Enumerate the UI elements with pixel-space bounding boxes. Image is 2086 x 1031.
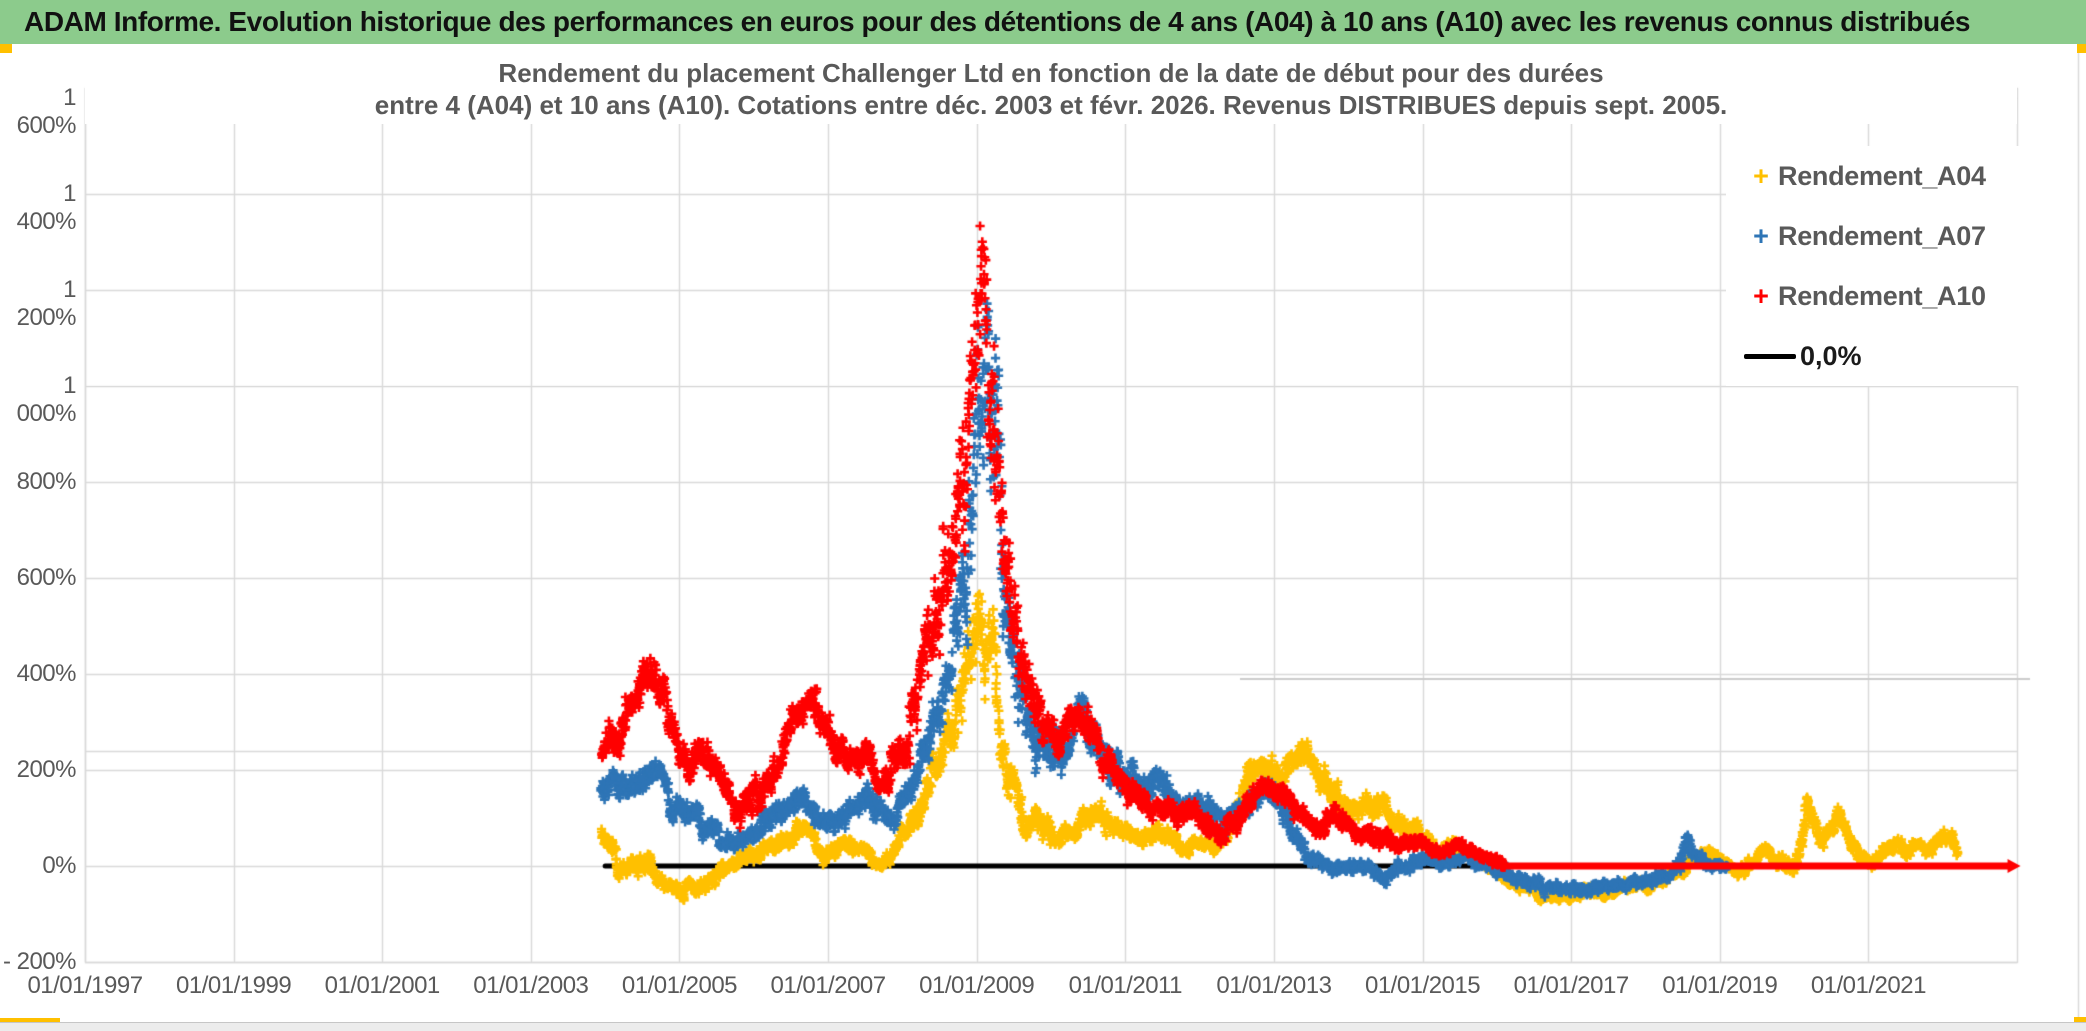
y-axis-tick-label: 600%	[16, 564, 77, 591]
legend-item-zero-line[interactable]: 0,0%	[1726, 326, 2056, 386]
plus-marker-icon: +	[1753, 220, 1769, 251]
chart-title-line2: entre 4 (A04) et 10 ans (A10). Cotations…	[374, 90, 1728, 120]
legend-item-rendement-a10[interactable]: + Rendement_A10	[1726, 266, 2056, 326]
y-axis-tick-label: 1 400%	[16, 180, 77, 235]
x-axis-tick-label: 01/01/1999	[176, 972, 292, 999]
y-axis-tick-label: 1 200%	[16, 276, 77, 331]
x-axis-tick-label: 01/01/1997	[27, 972, 143, 999]
x-axis-tick-label: 01/01/2013	[1216, 972, 1332, 999]
x-axis-tick-label: 01/01/2011	[1068, 972, 1183, 999]
x-axis-tick-label: 01/01/2017	[1513, 972, 1630, 999]
legend-label: Rendement_A10	[1778, 280, 1986, 311]
y-axis-tick-label: 200%	[16, 756, 77, 783]
y-axis-tick-label: 800%	[16, 468, 77, 495]
y-axis-tick-label: 0%	[42, 852, 76, 879]
x-axis-tick-label: 01/01/2019	[1662, 972, 1778, 999]
yellow-cell-corner-top-left	[0, 44, 12, 53]
x-axis-tick-label: 01/01/2015	[1364, 972, 1481, 999]
legend-label: Rendement_A07	[1778, 220, 1986, 251]
chart-title-line1: Rendement du placement Challenger Ltd en…	[498, 58, 1604, 88]
x-axis-tick-label: 01/01/2007	[770, 972, 887, 999]
zero-line-icon	[1744, 353, 1796, 359]
y-axis-tick-label: 1 000%	[16, 372, 77, 427]
x-axis-tick-label: 01/01/2005	[621, 972, 738, 999]
y-axis-tick-label: - 200%	[2, 948, 77, 975]
chart-legend: + Rendement_A04 + Rendement_A07 + Rendem…	[1726, 146, 2056, 386]
sheet-header-banner: ADAM Informe. Evolution historique des p…	[0, 0, 2086, 44]
yellow-cell-corner-top-right	[2077, 44, 2086, 53]
plus-marker-icon: +	[1753, 160, 1769, 191]
sheet-bottom-row	[0, 1022, 2086, 1031]
x-axis-tick-label: 01/01/2003	[473, 972, 589, 999]
legend-label: Rendement_A04	[1778, 160, 1986, 191]
x-axis-tick-label: 01/01/2021	[1810, 972, 1927, 999]
legend-item-rendement-a07[interactable]: + Rendement_A07	[1726, 206, 2056, 266]
y-axis-tick-label: 400%	[16, 660, 77, 687]
y-axis-tick-label: 1 600%	[16, 84, 77, 139]
x-axis-tick-label: 01/01/2001	[324, 972, 441, 999]
chart-title: Rendement du placement Challenger Ltd en…	[85, 54, 2017, 124]
banner-title: ADAM Informe. Evolution historique des p…	[24, 6, 1971, 37]
legend-label: 0,0%	[1800, 340, 1862, 371]
x-axis-tick-label: 01/01/2009	[919, 972, 1035, 999]
plus-marker-icon: +	[1753, 280, 1769, 311]
legend-item-rendement-a04[interactable]: + Rendement_A04	[1726, 146, 2056, 206]
